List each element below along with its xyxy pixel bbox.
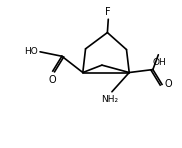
- Text: F: F: [106, 7, 111, 17]
- Text: O: O: [165, 79, 172, 89]
- Text: HO: HO: [24, 47, 38, 56]
- Text: OH: OH: [152, 58, 166, 67]
- Text: NH₂: NH₂: [102, 95, 119, 104]
- Text: O: O: [48, 75, 56, 85]
